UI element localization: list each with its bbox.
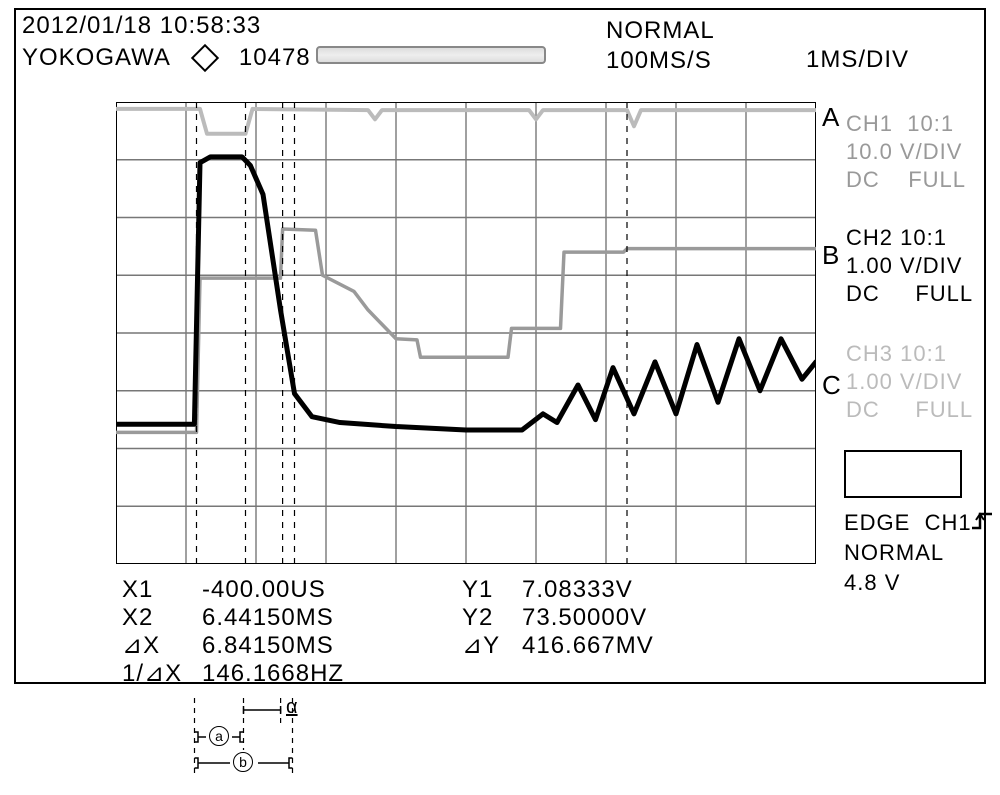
invdx-value: 146.1668HZ xyxy=(202,660,462,688)
ch1-probe: 10:1 xyxy=(907,111,954,136)
diamond-icon xyxy=(191,44,219,72)
acq-count: 10478 xyxy=(239,44,311,72)
trace-label-a: A xyxy=(822,102,839,133)
scope-svg xyxy=(116,102,816,564)
ch3-probe: 10:1 xyxy=(900,341,947,366)
x2-value: 6.44150MS xyxy=(202,604,462,632)
ch1-info: CH1 10:1 10.0 V/DIV DC FULL xyxy=(846,110,966,194)
ch3-info: CH3 10:1 1.00 V/DIV DC FULL xyxy=(846,340,973,424)
dy-label: ⊿Y xyxy=(462,632,522,660)
alpha-label: α xyxy=(286,696,298,719)
y2-value: 73.50000V xyxy=(522,604,647,632)
sample-rate: 100MS/S xyxy=(606,46,715,76)
circle-b-label: b xyxy=(233,752,253,772)
ch1-bw: FULL xyxy=(908,167,966,192)
x1-label: X1 xyxy=(122,576,202,604)
ch1-vdiv: 10.0 V/DIV xyxy=(846,138,966,166)
ch1-name: CH1 xyxy=(846,111,893,136)
ch3-coupling: DC xyxy=(846,397,880,422)
ch2-info: CH2 10:1 1.00 V/DIV DC FULL xyxy=(846,224,973,308)
measurements: X1 -400.00US Y1 7.08333V X2 6.44150MS Y2… xyxy=(122,576,654,688)
y2-label: Y2 xyxy=(462,604,522,632)
scope-frame: 2012/01/18 10:58:33 YOKOGAWA 10478 NORMA… xyxy=(14,8,986,684)
x2-label: X2 xyxy=(122,604,202,632)
empty-box xyxy=(844,450,962,498)
dx-value: 6.84150MS xyxy=(202,632,462,660)
invdx-label: 1/⊿X xyxy=(122,660,202,688)
vendor-label: YOKOGAWA xyxy=(22,44,171,72)
time-div: 1MS/DIV xyxy=(806,46,909,74)
dx-label: ⊿X xyxy=(122,632,202,660)
y1-label: Y1 xyxy=(462,576,522,604)
annotation-area: α a b xyxy=(180,698,310,788)
trace-label-c: C xyxy=(822,370,841,401)
scope-plot xyxy=(116,102,816,564)
ch2-name: CH2 xyxy=(846,225,893,250)
timestamp: 2012/01/18 10:58:33 xyxy=(22,12,261,40)
ch2-bw: FULL xyxy=(915,281,973,306)
trigger-level: 4.8 V xyxy=(844,568,972,598)
ch2-vdiv: 1.00 V/DIV xyxy=(846,252,973,280)
ch3-name: CH3 xyxy=(846,341,893,366)
rising-edge-icon xyxy=(970,508,996,532)
trigger-source: CH1 xyxy=(925,510,972,535)
ch2-probe: 10:1 xyxy=(900,225,947,250)
circle-a-label: a xyxy=(209,726,229,746)
ch1-coupling: DC xyxy=(846,167,880,192)
status-bar-icon xyxy=(316,46,546,64)
trace-label-b: B xyxy=(822,240,839,271)
header-row2: YOKOGAWA 10478 xyxy=(22,44,311,72)
trigger-type: EDGE xyxy=(844,510,910,535)
dy-value: 416.667MV xyxy=(522,632,654,660)
acq-info: NORMAL 100MS/S xyxy=(606,16,715,76)
y1-value: 7.08333V xyxy=(522,576,633,604)
x1-value: -400.00US xyxy=(202,576,462,604)
trigger-info: EDGE CH1 NORMAL 4.8 V xyxy=(844,508,972,598)
ch2-coupling: DC xyxy=(846,281,880,306)
annotation-svg xyxy=(180,698,330,790)
ch3-bw: FULL xyxy=(915,397,973,422)
mode-label: NORMAL xyxy=(606,16,715,46)
ch3-vdiv: 1.00 V/DIV xyxy=(846,368,973,396)
trigger-mode: NORMAL xyxy=(844,538,972,568)
